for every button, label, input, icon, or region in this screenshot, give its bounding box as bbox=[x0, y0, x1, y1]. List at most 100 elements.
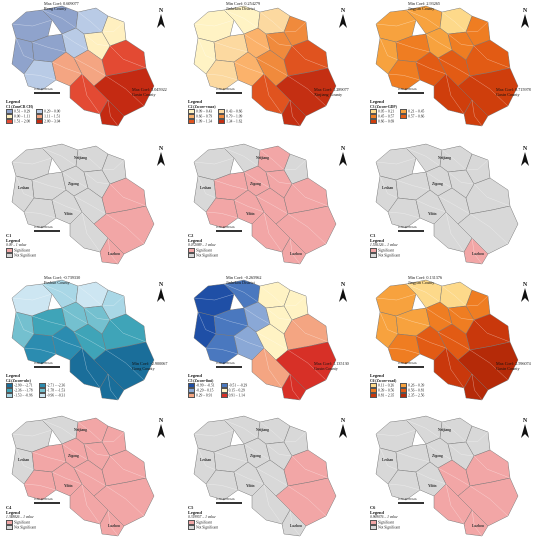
county-divider bbox=[51, 61, 83, 75]
city-label-leshan: Leshan bbox=[18, 458, 30, 462]
county-divider bbox=[197, 175, 217, 199]
county-divider bbox=[41, 147, 77, 167]
legend-swatch bbox=[6, 383, 13, 389]
legend-item: 0.43 – 0.66 bbox=[218, 109, 242, 115]
significance-map-panel-c6: Neijiang Leshan Zigong Yibin Luzhou N 0 20 40 … bbox=[368, 412, 548, 544]
city-label-leshan: Leshan bbox=[200, 458, 212, 462]
legend-field: C3 (Zscore-GDP) bbox=[370, 104, 397, 109]
county-divider bbox=[23, 347, 57, 355]
legend-item: 0.39 – 0.56 bbox=[370, 388, 395, 394]
legend-field: C5 (Zscore-fimi) bbox=[188, 378, 214, 383]
county-divider bbox=[109, 183, 147, 207]
legend-label: 0.39 – 0.56 bbox=[378, 388, 395, 393]
legend-label: 1.11 – 1.51 bbox=[44, 114, 61, 119]
legend-item-not-significant: Not Significant bbox=[6, 524, 36, 530]
city-label-luzhou: Luzhou bbox=[290, 252, 302, 256]
legend-item: 0.11 – 0.26 bbox=[370, 383, 395, 389]
legend-classes: 0.05 – 0.21 0.21 – 0.45 0.45 – 0.57 0.57 – … bbox=[370, 109, 424, 125]
legend: Legend C4 (Zscore-ubc) -2.90 – -2.71 -2.71 … bbox=[6, 373, 65, 399]
legend-item: -0.99 – -0.51 bbox=[188, 383, 215, 389]
legend: Legend C6 (Zscore-road) 0.11 – 0.26 0.26 – … bbox=[370, 373, 424, 399]
city-label-luzhou: Luzhou bbox=[108, 524, 120, 528]
county-divider bbox=[283, 159, 307, 171]
county-divider bbox=[265, 307, 293, 321]
county-divider bbox=[193, 293, 235, 301]
scale-ticks: 0 20 40 80 km bbox=[34, 225, 53, 229]
county-divider bbox=[437, 57, 471, 77]
county-divider bbox=[259, 11, 285, 33]
county-divider bbox=[265, 171, 293, 185]
pvalue-label: 1.348826 – 1 value bbox=[6, 515, 34, 520]
north-arrow-icon: N bbox=[154, 8, 168, 30]
scale-ticks: 0 20 40 80 km bbox=[398, 497, 417, 501]
legend-label: 0.00 – 1.11 bbox=[14, 114, 31, 119]
min-coef-annotation: Max Coef: 3.045922 Gaxin County bbox=[132, 87, 167, 97]
max-coef-annotation: Max Coef: -0.739330 Fushun County bbox=[44, 275, 81, 285]
legend-item-significant: Significant bbox=[370, 247, 400, 253]
legend: C2 Legend 0.072089 – 1 value Significant Not… bbox=[188, 233, 218, 258]
legend-swatch bbox=[6, 393, 13, 399]
legend-item: 1.11 – 1.51 bbox=[36, 114, 61, 120]
legend-swatch bbox=[400, 388, 408, 394]
scale-ticks: 0 20 40 80 km bbox=[398, 361, 417, 365]
county-divider bbox=[425, 171, 453, 189]
legend-label: 0.09 – 0.43 bbox=[196, 109, 213, 114]
county-divider bbox=[61, 307, 89, 325]
legend-item: 2.35 – 2.56 bbox=[400, 393, 424, 399]
legend-swatch bbox=[400, 114, 408, 120]
county-divider bbox=[387, 347, 421, 355]
legend-swatch bbox=[370, 119, 377, 125]
legend-label: 0.11 – 0.26 bbox=[378, 383, 395, 388]
county-divider bbox=[31, 41, 67, 53]
legend-classes: 0.51 – 0.29 0.29 – 0.00 0.00 – 1.11 1.11 – … bbox=[6, 109, 61, 125]
legend-swatch bbox=[370, 252, 377, 258]
county-divider bbox=[395, 41, 431, 53]
scale-bar bbox=[398, 366, 424, 368]
north-label: N bbox=[158, 282, 164, 288]
legend-item: -2.71 – -2.36 bbox=[38, 383, 65, 389]
county-divider bbox=[61, 443, 89, 461]
county-divider bbox=[473, 455, 511, 479]
city-label-neijiang: Neijiang bbox=[256, 156, 269, 160]
min-coef-annotation: Max Coef: 2.596074 Gaxin County bbox=[496, 361, 531, 371]
legend-swatch bbox=[400, 383, 408, 389]
county-divider bbox=[445, 73, 465, 115]
map-svg bbox=[375, 143, 519, 265]
legend-title: Legend bbox=[6, 509, 20, 515]
legend-label: Not Significant bbox=[196, 525, 219, 530]
scale-ticks: 0 20 40 80 km bbox=[216, 87, 235, 91]
map-region-se3 bbox=[463, 509, 489, 537]
scale-bar bbox=[398, 502, 424, 504]
min-coef-annotation: Max Coef: 0.715978 Gaxin County bbox=[496, 87, 531, 97]
county-divider bbox=[437, 331, 471, 351]
legend-item-significant: Significant bbox=[370, 519, 400, 525]
county-divider bbox=[441, 421, 467, 443]
county-divider bbox=[193, 19, 235, 27]
legend-swatch bbox=[400, 109, 408, 115]
legend-swatch bbox=[370, 388, 377, 394]
scale-bar bbox=[398, 230, 424, 232]
legend-classes: -0.99 – -0.51 -0.51 – -0.29 -0.29 – 0.15 0.… bbox=[188, 383, 247, 399]
legend-item: 0.79 – 1.09 bbox=[218, 114, 242, 120]
city-label-zigong: Zigong bbox=[68, 454, 79, 458]
county-divider bbox=[107, 99, 119, 127]
county-divider bbox=[73, 57, 107, 77]
scale-ticks: 0 20 40 80 km bbox=[216, 497, 235, 501]
county-divider bbox=[23, 483, 57, 491]
map-id: C4 bbox=[6, 505, 12, 510]
scale-bar bbox=[216, 502, 242, 504]
county-divider bbox=[375, 429, 417, 437]
city-label-neijiang: Neijiang bbox=[256, 428, 269, 432]
legend: C3 Legend 1.536126 – 1 value Significant Not… bbox=[370, 233, 400, 258]
county-divider bbox=[51, 471, 83, 485]
city-label-leshan: Leshan bbox=[382, 458, 394, 462]
legend-label: 1.34 – 1.62 bbox=[226, 119, 243, 124]
legend-item: -1.53 – -0.96 bbox=[6, 393, 33, 399]
county-divider bbox=[223, 283, 259, 303]
city-label-zigong: Zigong bbox=[432, 182, 443, 186]
coef-map-panel-c1: Max Coef: 0.609077 Rong County Max Coef: 3… bbox=[4, 1, 184, 134]
county-divider bbox=[101, 21, 125, 33]
legend-item: 0.45 – 0.57 bbox=[370, 114, 394, 120]
north-arrow-icon: N bbox=[336, 418, 350, 440]
coef-map-panel-c5: Min Coef: -0.265962 Jinhekou District Max … bbox=[186, 275, 366, 408]
